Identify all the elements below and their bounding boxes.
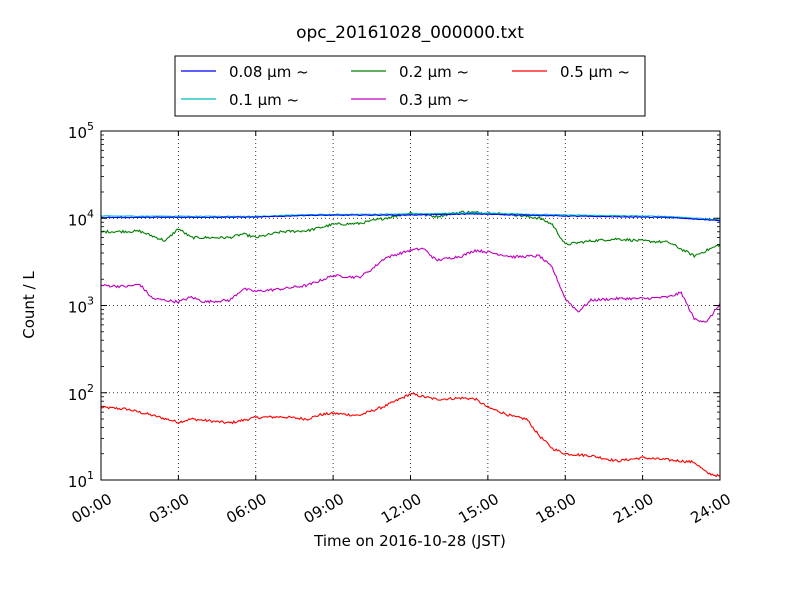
y-tick-base: 10 <box>68 386 87 404</box>
y-tick-exponent: 4 <box>87 207 94 220</box>
y-tick-exponent: 3 <box>87 295 94 308</box>
legend-label: 0.08 μm ~ <box>229 63 309 81</box>
series-line <box>100 210 721 259</box>
series-line <box>100 247 721 323</box>
y-tick-base: 10 <box>68 124 87 142</box>
y-tick-exponent: 2 <box>87 382 94 395</box>
legend-frame <box>174 55 646 117</box>
legend-label: 0.2 μm ~ <box>399 63 469 81</box>
legend: 0.08 μm ~ 0.1 μm ~ 0.2 μm ~ 0.3 μm ~ 0.5 μm … <box>174 55 646 117</box>
y-tick-label: 103 <box>68 295 94 317</box>
y-tick-label: 102 <box>68 382 94 404</box>
y-tick-base: 10 <box>68 473 87 491</box>
x-axis-label: Time on 2016-10-28 (JST) <box>313 532 506 550</box>
y-tick-label: 104 <box>68 207 94 229</box>
series-line <box>100 392 721 478</box>
y-tick-label: 105 <box>68 120 94 142</box>
y-tick-label: 101 <box>68 469 94 491</box>
y-tick-exponent: 5 <box>87 120 94 133</box>
plot-lines <box>100 210 721 478</box>
chart-title: opc_20161028_000000.txt <box>296 23 524 43</box>
legend-label: 0.5 μm ~ <box>560 63 630 81</box>
y-tick-base: 10 <box>68 299 87 317</box>
legend-label: 0.1 μm ~ <box>229 91 299 109</box>
y-axis-label: Count / L <box>20 271 38 339</box>
legend-label: 0.3 μm ~ <box>399 91 469 109</box>
y-tick-base: 10 <box>68 211 87 229</box>
y-tick-exponent: 1 <box>87 469 94 482</box>
series-line <box>100 213 721 222</box>
